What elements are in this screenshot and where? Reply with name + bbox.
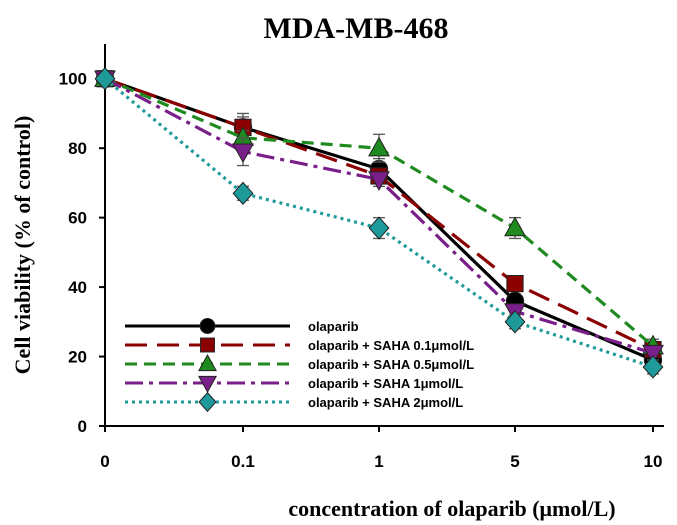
data-point (506, 274, 524, 293)
legend-item: olaparib + SAHA 1μmol/L (125, 375, 463, 394)
y-axis-label: Cell viability (% of control) (10, 116, 35, 375)
chart-title: MDA-MB-468 (264, 12, 449, 45)
y-tick-label: 100 (59, 70, 87, 89)
x-axis-label: concentration of olaparib (μmol/L) (288, 496, 615, 521)
data-point (368, 171, 390, 191)
data-point (504, 310, 526, 334)
y-tick-label: 0 (78, 417, 87, 436)
x-ticks: 0 0.1 1 5 10 (100, 426, 662, 471)
data-point (232, 181, 254, 205)
legend-item: olaparib + SAHA 2μmol/L (125, 391, 463, 413)
x-tick-label: 0.1 (231, 452, 255, 471)
y-tick-label: 60 (68, 209, 87, 228)
x-tick-label: 10 (644, 452, 663, 471)
data-point (232, 143, 254, 164)
x-tick-label: 5 (510, 452, 519, 471)
series-line (104, 77, 654, 352)
legend-label: olaparib + SAHA 1μmol/L (308, 376, 463, 391)
legend-marker (198, 375, 217, 394)
legend-marker (198, 353, 217, 372)
series-line (103, 77, 654, 369)
x-tick-label: 0 (100, 452, 109, 471)
legend-item: olaparib (125, 318, 359, 334)
y-tick-label: 80 (68, 139, 87, 158)
legend-item: olaparib + SAHA 0.1μmol/L (125, 337, 474, 353)
series-line (104, 77, 654, 355)
x-tick-label: 1 (374, 452, 383, 471)
data-point (94, 67, 116, 91)
legend-label: olaparib + SAHA 0.5μmol/L (308, 357, 474, 372)
legend: olaparib olaparib + SAHA 0.1μmol/L olapari… (125, 318, 474, 413)
data-point (504, 216, 526, 237)
y-tick-label: 40 (68, 278, 87, 297)
y-tick-label: 20 (68, 348, 87, 367)
data-point (368, 136, 390, 157)
series-4 (94, 67, 664, 379)
legend-marker (200, 337, 215, 353)
series-line (104, 77, 655, 348)
data-point (642, 355, 664, 379)
data-point (642, 344, 664, 365)
legend-item: olaparib + SAHA 0.5μmol/L (125, 353, 474, 372)
legend-marker (198, 391, 217, 413)
legend-label: olaparib + SAHA 0.1μmol/L (308, 338, 474, 353)
y-ticks: 0 20 40 60 80 100 (59, 70, 105, 436)
series-2 (94, 67, 664, 355)
series-1 (96, 70, 662, 359)
legend-label: olaparib (308, 319, 359, 334)
legend-marker (199, 318, 216, 334)
series-layer (94, 67, 664, 379)
legend-label: olaparib + SAHA 2μmol/L (308, 395, 463, 410)
data-point (368, 216, 390, 240)
